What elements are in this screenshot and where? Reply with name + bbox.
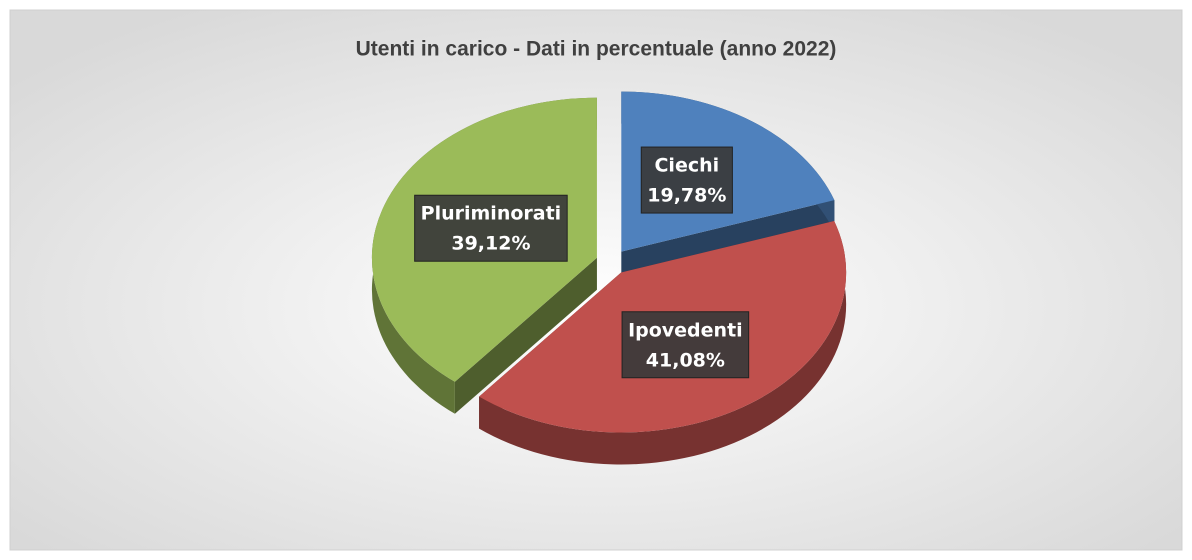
slice-category: Ciechi bbox=[654, 155, 719, 177]
label-box bbox=[414, 194, 568, 262]
chart-title: Utenti in carico - Dati in percentuale (… bbox=[356, 38, 837, 61]
data-labels: Ciechi 19,78% Ipovedenti 41,08% Pluriminorat… bbox=[414, 146, 750, 379]
slice-category: Pluriminorati bbox=[421, 203, 562, 225]
label-box bbox=[640, 146, 733, 214]
slice-value-label: 39,12% bbox=[451, 233, 530, 255]
slice-category: Ipovedenti bbox=[628, 319, 743, 341]
slice-value-label: 41,08% bbox=[646, 349, 725, 371]
slice-value-label: 19,78% bbox=[647, 185, 726, 207]
label-box bbox=[621, 311, 750, 379]
slice-wall bbox=[454, 257, 597, 414]
slice-rim bbox=[479, 221, 847, 465]
